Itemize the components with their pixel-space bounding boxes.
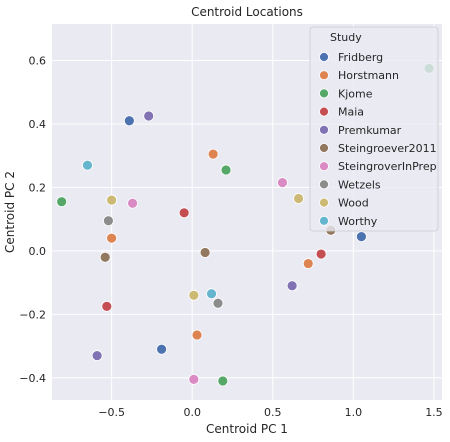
data-point-horstmann [106,232,118,244]
data-point-wetzels [212,297,224,309]
data-point-wood [188,289,200,301]
data-point-premkumar [286,280,298,292]
legend-entry-label: Wood [338,197,369,210]
data-point-fridberg [356,231,367,242]
x-tick-label: 0.0 [183,406,201,419]
legend-title: Study [330,31,362,44]
legend-marker [319,52,329,62]
legend-entry-label: Fridberg [338,51,383,64]
data-point-fridberg [156,343,167,355]
tick-labels: −0.5 0.0 0.5 1.0 1.5 −0.4 −0.2 0.0 0.2 0.4 0.6 [19,54,442,419]
legend-marker [319,179,329,190]
legend-entry-label: Maia [338,106,364,119]
x-tick-label: 1.0 [345,406,363,419]
legend-marker [319,70,329,81]
data-point-kjome [56,196,68,208]
data-point-wood [293,193,304,204]
y-tick-label: 0.4 [29,118,47,131]
data-point-wetzels [103,215,114,227]
legend-entry-label: Wetzels [338,178,381,191]
data-point-maia [178,207,190,219]
y-tick-label: 0.6 [29,54,47,67]
legend-entry-label: Worthy [338,215,378,228]
legend: Study Fridberg Horstmann Kjome Maia Premkuma… [309,26,439,232]
legend-entry-label: Kjome [338,87,373,100]
legend-entry-label: SteingroverInPrep [338,160,437,173]
data-point-horstmann [302,258,314,269]
y-axis-label: Centroid PC 2 [3,171,17,253]
x-tick-label: 1.5 [425,406,443,419]
data-point-premkumar [91,350,103,361]
legend-marker [319,88,329,99]
data-point-fridberg [123,115,135,127]
data-point-horstmann [207,148,219,160]
legend-marker [319,161,329,172]
y-tick-label: 0.2 [29,181,47,194]
data-point-maia [315,248,327,260]
data-point-steingroverinprep [277,177,288,189]
data-point-horstmann [191,329,203,341]
x-tick-label: −0.5 [98,406,125,419]
data-point-worthy [82,159,93,171]
legend-entry-label: Premkumar [338,124,402,137]
legend-entry-label: Horstmann [338,69,399,82]
legend-marker [319,197,329,208]
data-point-worthy [206,288,217,300]
data-point-steingroverinprep [127,197,138,209]
data-point-steingroever2011 [99,251,111,263]
data-point-kjome [217,375,229,387]
data-point-kjome [220,164,232,176]
legend-entry-label: Steingroever2011 [338,142,437,155]
data-point-maia [101,300,113,312]
legend-marker [319,215,329,226]
data-point-steingroverinprep [188,373,200,385]
legend-marker [319,124,329,135]
legend-marker [319,106,329,117]
x-axis-label: Centroid PC 1 [206,422,288,436]
data-point-wood [106,194,118,206]
legend-marker [319,143,329,153]
legend-box [309,26,439,232]
y-tick-label: −0.4 [19,372,46,385]
y-tick-label: 0.0 [29,245,47,258]
x-tick-label: 0.5 [264,406,282,419]
data-point-premkumar [143,110,155,122]
data-point-steingroever2011 [199,247,211,258]
chart-title: Centroid Locations [191,5,303,19]
y-tick-label: −0.2 [19,308,46,321]
